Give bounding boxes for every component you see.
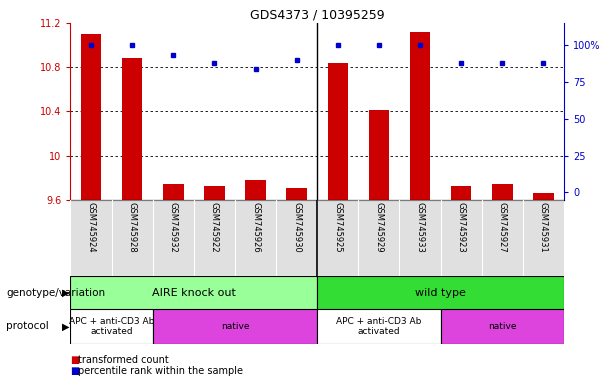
Text: GSM745929: GSM745929 bbox=[375, 202, 383, 253]
Text: GSM745926: GSM745926 bbox=[251, 202, 260, 253]
Text: protocol: protocol bbox=[6, 321, 49, 331]
Text: ▶: ▶ bbox=[63, 288, 70, 298]
Bar bbox=[533, 193, 554, 200]
Text: GSM745928: GSM745928 bbox=[128, 202, 137, 253]
Bar bbox=[409, 32, 430, 200]
Bar bbox=[318, 276, 564, 309]
Text: AIRE knock out: AIRE knock out bbox=[152, 288, 236, 298]
Bar bbox=[122, 58, 142, 200]
Text: GSM745933: GSM745933 bbox=[416, 202, 425, 253]
Bar bbox=[70, 200, 112, 276]
Text: GSM745922: GSM745922 bbox=[210, 202, 219, 253]
Text: transformed count: transformed count bbox=[78, 355, 169, 365]
Text: native: native bbox=[488, 322, 517, 331]
Text: GSM745931: GSM745931 bbox=[539, 202, 548, 253]
Bar bbox=[400, 200, 441, 276]
Bar bbox=[70, 309, 153, 344]
Bar bbox=[318, 200, 359, 276]
Bar bbox=[245, 180, 266, 200]
Text: ■: ■ bbox=[70, 366, 80, 376]
Text: ▶: ▶ bbox=[63, 321, 70, 331]
Bar bbox=[235, 200, 276, 276]
Bar bbox=[441, 200, 482, 276]
Bar bbox=[112, 200, 153, 276]
Bar bbox=[368, 110, 389, 200]
Bar bbox=[359, 200, 400, 276]
Bar bbox=[153, 309, 318, 344]
Bar bbox=[318, 309, 441, 344]
Text: GSM745927: GSM745927 bbox=[498, 202, 507, 253]
Text: wild type: wild type bbox=[415, 288, 466, 298]
Bar bbox=[451, 187, 471, 200]
Bar bbox=[327, 63, 348, 200]
Text: GSM745924: GSM745924 bbox=[86, 202, 96, 253]
Bar bbox=[523, 200, 564, 276]
Text: APC + anti-CD3 Ab
activated: APC + anti-CD3 Ab activated bbox=[69, 317, 154, 336]
Text: GSM745925: GSM745925 bbox=[333, 202, 342, 253]
Bar bbox=[204, 187, 225, 200]
Bar bbox=[286, 187, 307, 200]
Bar bbox=[81, 34, 101, 200]
Text: GSM745930: GSM745930 bbox=[292, 202, 301, 253]
Text: ■: ■ bbox=[70, 355, 80, 365]
Bar bbox=[276, 200, 318, 276]
Bar bbox=[70, 276, 318, 309]
Text: percentile rank within the sample: percentile rank within the sample bbox=[78, 366, 243, 376]
Bar bbox=[441, 309, 564, 344]
Bar bbox=[492, 184, 512, 200]
Title: GDS4373 / 10395259: GDS4373 / 10395259 bbox=[250, 9, 384, 22]
Bar bbox=[153, 200, 194, 276]
Text: native: native bbox=[221, 322, 249, 331]
Bar bbox=[482, 200, 523, 276]
Text: APC + anti-CD3 Ab
activated: APC + anti-CD3 Ab activated bbox=[336, 317, 422, 336]
Bar bbox=[194, 200, 235, 276]
Bar bbox=[163, 184, 183, 200]
Text: GSM745923: GSM745923 bbox=[457, 202, 466, 253]
Text: GSM745932: GSM745932 bbox=[169, 202, 178, 253]
Text: genotype/variation: genotype/variation bbox=[6, 288, 105, 298]
